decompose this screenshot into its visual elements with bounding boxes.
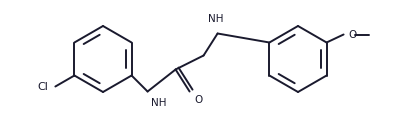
Text: NH: NH [150, 97, 166, 107]
Text: O: O [195, 95, 203, 105]
Text: NH: NH [208, 13, 223, 23]
Text: O: O [349, 30, 357, 40]
Text: Cl: Cl [37, 82, 49, 91]
